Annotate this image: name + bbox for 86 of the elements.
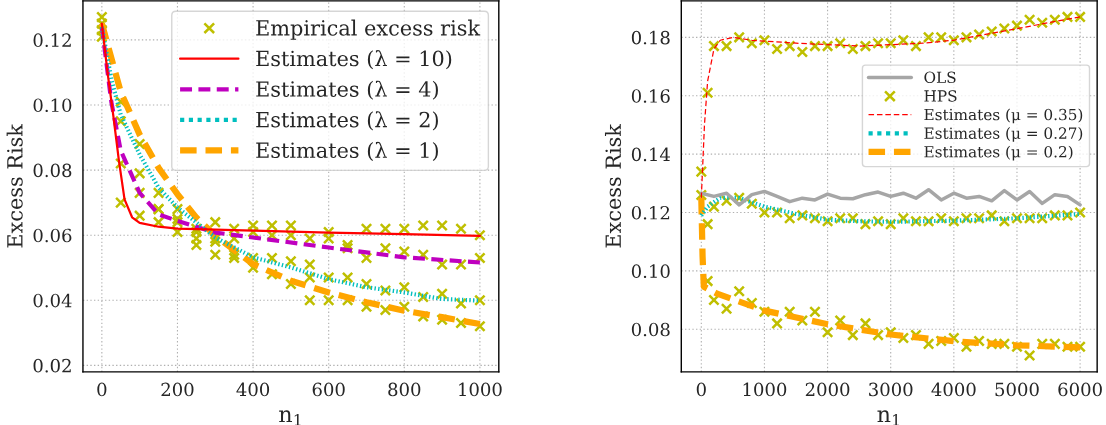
y-tick-label: 0.14 [631,147,670,162]
line-series [700,16,1081,199]
x-axis-title: n$_{1}$ [279,410,301,425]
y-tick-label: 0.08 [631,322,670,337]
point [133,138,146,150]
point [133,209,146,222]
point [341,271,354,284]
point [190,239,203,251]
point [910,40,922,53]
x-tick-label: 5000 [995,382,1039,397]
point [95,11,108,24]
point [303,271,316,284]
legend-label: Estimates (μ = 0.27) [924,127,1083,142]
legend-label: Estimates (λ = 1) [256,141,438,161]
point [436,287,449,300]
point [473,252,486,264]
legend-label: Estimates (λ = 10) [256,50,452,70]
y-tick-label: 0.12 [33,33,71,48]
point [303,258,316,271]
point [322,271,335,284]
x-tick-label: 3000 [869,382,913,397]
point [266,252,278,264]
point [209,248,222,261]
point [284,219,297,232]
point [473,294,486,307]
point [771,317,783,330]
legend-label: Estimates (μ = 0.35) [924,108,1083,124]
point [360,278,373,290]
y-tick-label: 0.08 [33,163,72,178]
point [133,167,146,180]
point [809,305,821,318]
y-tick-label: 0.06 [33,228,72,243]
point [284,255,297,268]
point [701,218,714,231]
point [733,285,746,298]
point [398,245,411,258]
point [720,302,733,315]
point [190,232,203,245]
y-tick-label: 0.16 [631,89,670,103]
point [695,165,708,178]
y-tick-label: 0.04 [33,293,72,308]
x-tick-label: 400 [236,382,270,397]
point [398,222,411,235]
y-tick-label: 0.10 [631,264,670,278]
x-tick-label: 1000 [459,382,502,397]
point [455,317,467,329]
point [455,222,467,235]
point [417,219,430,232]
point [796,46,809,58]
point [209,216,222,229]
x-tick-label: 2000 [805,382,850,397]
point [303,232,316,245]
point [379,242,392,255]
y-tick-label: 0.18 [631,30,670,45]
legend-label: Estimates (λ = 2) [256,111,438,131]
y-tick-label: 0.10 [33,98,72,113]
x-tick-label: 1000 [743,382,787,397]
y-axis-title: Excess Risk [604,123,622,248]
legend-label: Estimates (μ = 0.2) [924,145,1073,161]
point [859,317,872,330]
x-tick-label: 600 [312,382,345,397]
point [152,186,165,199]
x-tick-label: 6000 [1058,382,1102,397]
point [733,31,746,44]
point [1023,349,1036,362]
y-tick-label: 0.02 [33,358,71,373]
x-tick-label: 800 [388,382,421,397]
x-tick-label: 4000 [931,382,976,397]
point [701,86,714,99]
point [821,326,834,339]
x-tick-label: 0 [696,382,706,397]
x-tick-label: 200 [161,382,194,397]
legend-label: OLS [924,71,956,84]
x-tick-label: 0 [97,382,107,397]
y-tick-label: 0.12 [631,205,670,220]
point [303,294,316,307]
point [360,222,373,235]
point [322,294,335,307]
legend-label: Empirical excess risk [256,19,481,40]
point [228,252,241,264]
point [436,219,449,232]
point [834,314,847,327]
x-axis-title: n$_{1}$ [877,410,899,425]
y-axis-title: Excess Risk [6,123,23,248]
legend-label: Estimates (λ = 4) [256,80,438,100]
legend-label: HPS [924,90,957,102]
